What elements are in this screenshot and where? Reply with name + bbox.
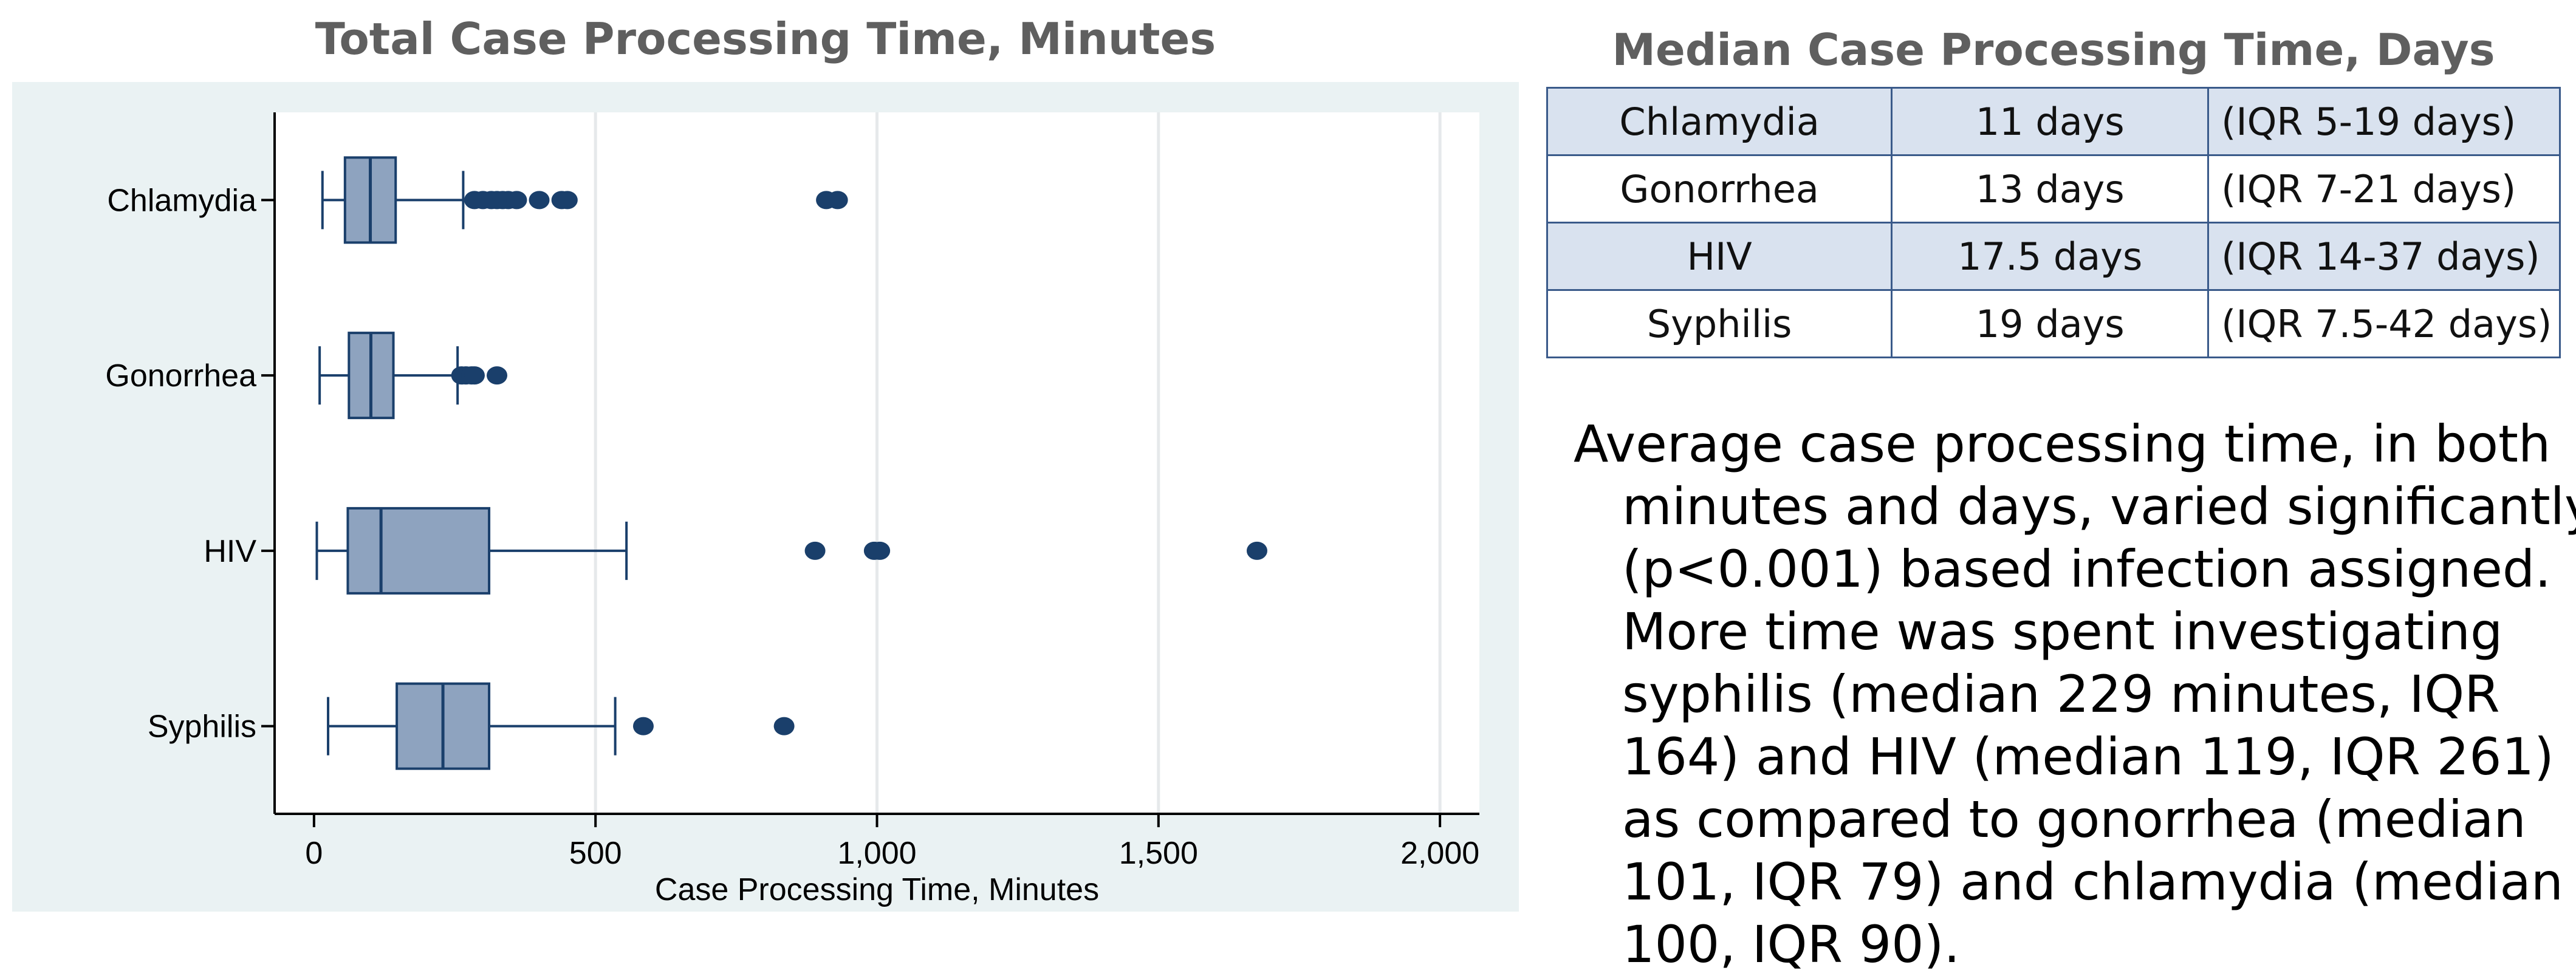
category-label: HIV bbox=[204, 534, 256, 569]
outlier-point bbox=[773, 717, 795, 735]
cell-median: 13 days bbox=[1891, 154, 2210, 224]
category-label: Syphilis bbox=[148, 709, 256, 745]
x-tick-label: 1,500 bbox=[1119, 836, 1198, 871]
outlier-point bbox=[464, 366, 485, 385]
table-title: Median Case Processing Time, Days bbox=[1612, 24, 2495, 75]
outlier-point bbox=[1246, 541, 1267, 560]
outlier-point bbox=[487, 366, 508, 385]
median-table: Chlamydia 11 days (IQR 5-19 days) Gonorr… bbox=[1546, 87, 2561, 358]
cell-iqr: (IQR 7-21 days) bbox=[2207, 154, 2561, 224]
table-row: Syphilis 19 days (IQR 7.5-42 days) bbox=[1546, 289, 2561, 358]
cell-iqr: (IQR 7.5-42 days) bbox=[2207, 289, 2561, 358]
summary-text: Average case processing time, in both mi… bbox=[1574, 414, 2576, 974]
x-tick-label: 1,000 bbox=[837, 836, 916, 871]
outlier-point bbox=[632, 717, 654, 735]
outlier-point bbox=[557, 191, 578, 210]
x-tick-label: 0 bbox=[305, 836, 323, 871]
table-row: Chlamydia 11 days (IQR 5-19 days) bbox=[1546, 87, 2561, 156]
cell-infection: Chlamydia bbox=[1546, 87, 1893, 156]
boxplot-panel: 0 500 1,000 1,500 2,000 Case Processing Time,… bbox=[12, 82, 1519, 912]
cell-infection: Gonorrhea bbox=[1546, 154, 1893, 224]
cell-median: 19 days bbox=[1891, 289, 2210, 358]
outlier-point bbox=[827, 191, 848, 210]
cell-infection: HIV bbox=[1546, 222, 1893, 291]
outlier-point bbox=[529, 191, 550, 210]
cell-iqr: (IQR 5-19 days) bbox=[2207, 87, 2561, 156]
outlier-point bbox=[506, 191, 527, 210]
cell-infection: Syphilis bbox=[1546, 289, 1893, 358]
category-label: Gonorrhea bbox=[105, 358, 256, 394]
x-axis-title: Case Processing Time, Minutes bbox=[655, 872, 1099, 907]
table-row: HIV 17.5 days (IQR 14-37 days) bbox=[1546, 222, 2561, 291]
cell-median: 17.5 days bbox=[1891, 222, 2210, 291]
outlier-point bbox=[869, 541, 891, 560]
x-tick-label: 500 bbox=[569, 836, 622, 871]
iqr-box bbox=[346, 507, 491, 595]
outlier-point bbox=[804, 541, 826, 560]
category-label: Chlamydia bbox=[107, 183, 256, 218]
boxplot-chart: 0 500 1,000 1,500 2,000 Case Processing Time,… bbox=[105, 112, 1479, 907]
x-tick-label: 2,000 bbox=[1400, 836, 1479, 871]
table-row: Gonorrhea 13 days (IQR 7-21 days) bbox=[1546, 154, 2561, 224]
chart-title: Total Case Processing Time, Minutes bbox=[315, 13, 1216, 64]
cell-median: 11 days bbox=[1891, 87, 2210, 156]
cell-iqr: (IQR 14-37 days) bbox=[2207, 222, 2561, 291]
